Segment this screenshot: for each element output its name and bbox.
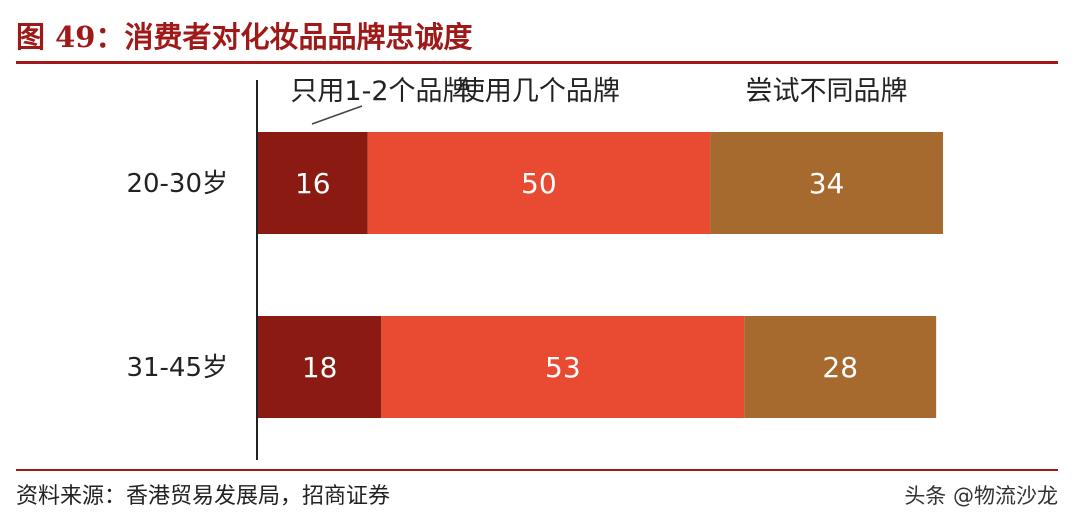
bar-segment: [258, 132, 368, 234]
bar-segment: [710, 132, 943, 234]
data-label: 50: [521, 167, 557, 200]
data-label: 16: [295, 167, 331, 200]
legend-leader-line: [311, 105, 363, 125]
legend-label: 使用几个品牌: [458, 76, 620, 107]
figure-title: 图 49：消费者对化妆品品牌忠诚度: [16, 20, 473, 54]
data-label: 34: [809, 167, 845, 200]
bar-segment: [367, 132, 711, 234]
footer-divider: [16, 469, 1058, 471]
data-label: 53: [545, 351, 581, 384]
legend-label: 尝试不同品牌: [746, 76, 908, 107]
watermark: 头条 @物流沙龙: [904, 484, 1058, 508]
data-label: 18: [302, 351, 338, 384]
source-note: 资料来源：香港贸易发展局，招商证券: [16, 484, 391, 509]
bar-segment: [744, 316, 937, 418]
data-label: 28: [822, 351, 858, 384]
bar-segment: [258, 316, 382, 418]
bar-segment: [381, 316, 745, 418]
category-label: 20-30岁: [126, 169, 228, 199]
legend-label: 只用1-2个品牌: [290, 76, 469, 107]
title-divider: [16, 61, 1058, 64]
category-label: 31-45岁: [126, 353, 228, 383]
